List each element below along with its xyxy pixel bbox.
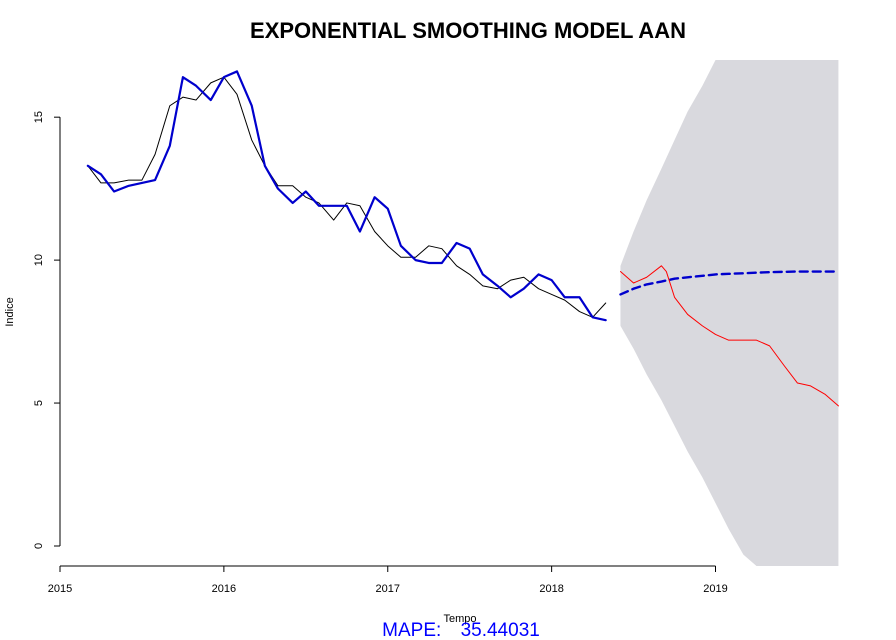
x-tick-label: 2017 — [376, 583, 400, 595]
actual-test-series-line — [619, 265, 839, 407]
y-tick-label: 15 — [33, 111, 45, 123]
forecast-series-line — [619, 270, 840, 296]
y-tick-label: 0 — [33, 543, 45, 549]
y-tick-label: 5 — [33, 400, 45, 406]
observed-series-line — [87, 76, 607, 318]
y-ticks: 0 5 10 15 — [33, 111, 60, 549]
x-tick-label: 2016 — [212, 583, 236, 595]
mape-annotation: MAPE: 35.44031 — [382, 620, 540, 640]
prediction-interval-band — [620, 60, 839, 566]
mape-label: MAPE: — [382, 620, 441, 640]
series-layer — [86, 70, 840, 407]
x-ticks: 2015 2016 2017 2018 2019 — [48, 566, 728, 595]
y-axis-label: Indice — [4, 297, 16, 326]
y-tick-label: 10 — [33, 254, 45, 266]
x-tick-label: 2019 — [703, 583, 727, 595]
axes: 2015 2016 2017 2018 2019 0 5 10 15 — [33, 111, 728, 595]
chart-title: EXPONENTIAL SMOOTHING MODEL AAN — [250, 18, 686, 43]
x-tick-label: 2018 — [539, 583, 563, 595]
x-axis-label: Tempo — [443, 613, 476, 625]
mape-value: 35.44031 — [461, 620, 540, 640]
fitted-series-line — [86, 70, 607, 322]
x-tick-label: 2015 — [48, 583, 72, 595]
prediction-interval-band-layer — [620, 60, 839, 566]
